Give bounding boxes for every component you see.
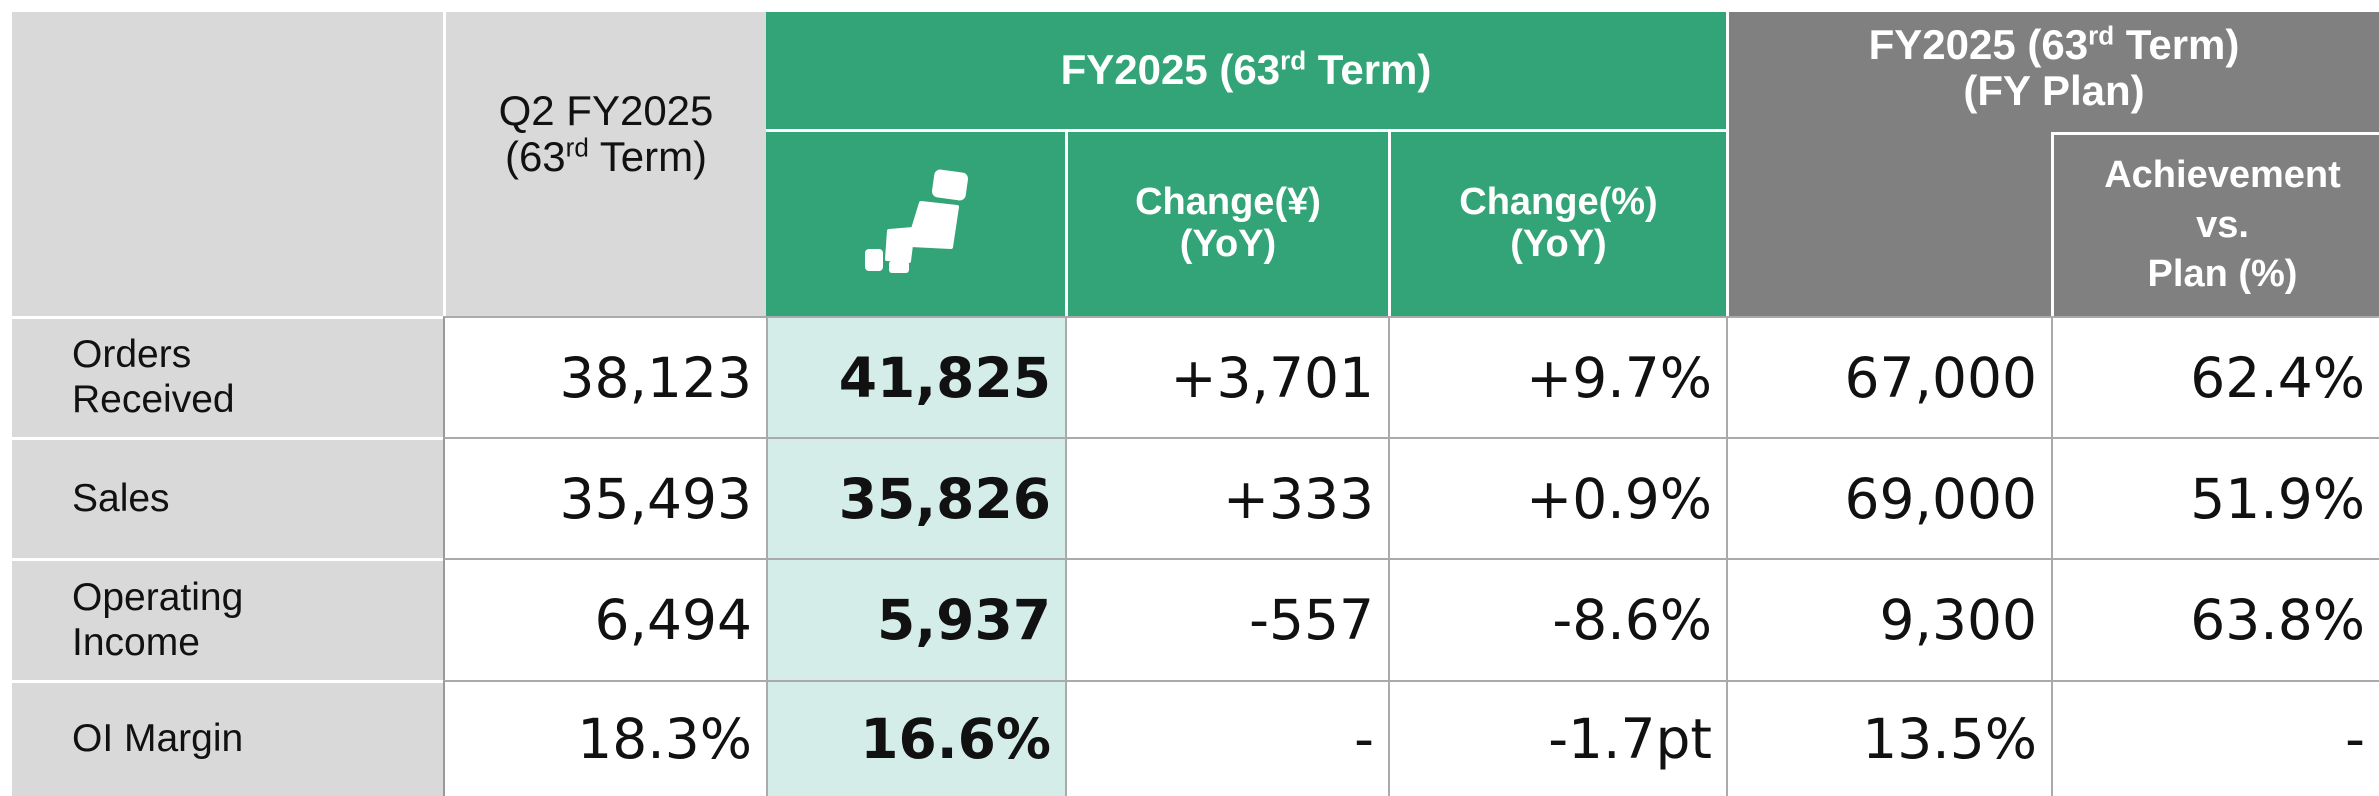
value-cell: 41,825 (766, 316, 1065, 437)
header-text: Term) (2114, 21, 2240, 68)
value-cell: 69,000 (1726, 437, 2051, 558)
value-cell: 51.9% (2051, 437, 2379, 558)
header-text: Achievement (2104, 154, 2341, 197)
achievement-header: Achievement vs. Plan (%) (2051, 132, 2379, 316)
header-text: Term) (1306, 46, 1432, 94)
fy-header: FY2025 (63rd Term) (766, 12, 1726, 132)
header-text: FY2025 (63 (1868, 21, 2089, 68)
value-cell: 38,123 (443, 316, 766, 437)
value-cell: +333 (1065, 437, 1388, 558)
value-cell: 63.8% (2051, 558, 2379, 680)
corner-cell (12, 12, 443, 316)
row-label-line: OI Margin (72, 717, 244, 761)
value-cell: 35,493 (443, 437, 766, 558)
value-cell: -8.6% (1388, 558, 1726, 680)
value-cell: -1.7pt (1388, 680, 1726, 796)
header-text: (63 (504, 133, 566, 180)
value-cell: 35,826 (766, 437, 1065, 558)
map-icon (864, 169, 968, 273)
value-cell: 18.3% (443, 680, 766, 796)
value-cell: 16.6% (766, 680, 1065, 796)
header-sup: rd (2088, 20, 2115, 51)
header-sup: rd (1280, 46, 1307, 77)
row-label: Operating Income (12, 558, 443, 680)
row-label-line: Sales (72, 476, 170, 520)
header-sup: rd (565, 132, 589, 163)
row-label: Orders Received (12, 316, 443, 437)
value-cell: +9.7% (1388, 316, 1726, 437)
row-label-line: Received (72, 378, 235, 421)
value-cell: 13.5% (1726, 680, 2051, 796)
q2-header: Q2 FY2025 (63rd Term) (443, 12, 766, 316)
row-label-line: Orders (72, 333, 192, 377)
value-cell: 5,937 (766, 558, 1065, 680)
header-text: Plan (%) (2147, 253, 2298, 296)
header-text: FY2025 (63 (1060, 46, 1281, 94)
row-label: OI Margin (12, 680, 443, 796)
value-cell: 6,494 (443, 558, 766, 680)
value-cell: 62.4% (2051, 316, 2379, 437)
header-text: Q2 FY2025 (498, 86, 714, 134)
value-cell: 9,300 (1726, 558, 2051, 680)
change-pct-header: Change(%) (YoY) (1388, 132, 1726, 316)
row-label-line: Operating (72, 575, 244, 619)
icon-cell (766, 132, 1065, 316)
value-cell: - (1065, 680, 1388, 796)
value-cell: 67,000 (1726, 316, 2051, 437)
header-text: Change(%) (1459, 181, 1658, 224)
row-label-line: Income (72, 620, 200, 664)
header-text: Term) (588, 133, 708, 180)
header-text: Change(¥) (1135, 181, 1321, 224)
row-label: Sales (12, 437, 443, 558)
header-text: (YoY) (1179, 223, 1277, 265)
change-yen-header: Change(¥) (YoY) (1065, 132, 1388, 316)
value-cell: -557 (1065, 558, 1388, 680)
value-cell: +0.9% (1388, 437, 1726, 558)
value-cell: +3,701 (1065, 316, 1388, 437)
header-text: vs. (2196, 203, 2249, 246)
header-text: (YoY) (1510, 223, 1607, 265)
header-text: (FY Plan) (1963, 67, 2145, 115)
value-cell: - (2051, 680, 2379, 796)
